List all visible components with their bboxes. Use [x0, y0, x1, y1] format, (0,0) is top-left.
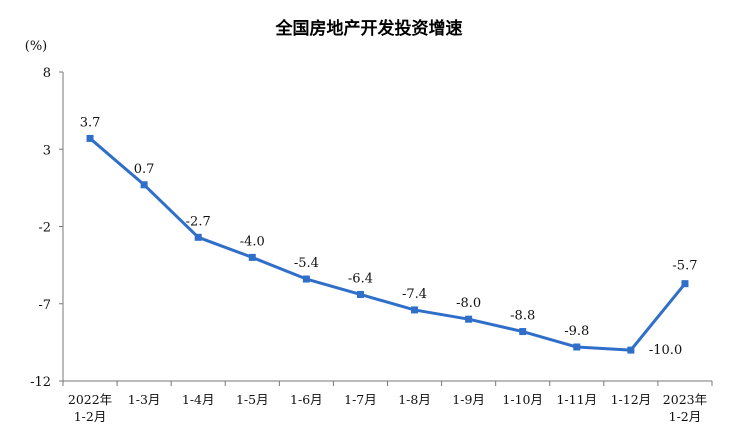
- data-label: -8.0: [456, 296, 481, 311]
- data-point: [627, 346, 635, 354]
- data-label: -9.8: [564, 324, 589, 339]
- data-point: [681, 280, 689, 288]
- chart-title: 全国房地产开发投资增速: [275, 18, 463, 39]
- x-tick-label: 1-6月: [290, 392, 323, 407]
- y-tick-label: 8: [43, 66, 51, 81]
- x-tick-label: 1-10月: [502, 392, 543, 407]
- data-point: [465, 315, 473, 323]
- y-axis-unit-label: (%): [25, 39, 48, 54]
- data-label: -7.4: [402, 287, 427, 302]
- data-label: 0.7: [134, 162, 155, 177]
- data-point: [248, 253, 256, 261]
- y-tick-label: -12: [30, 375, 51, 390]
- data-point: [356, 290, 364, 298]
- data-label: -2.7: [186, 214, 211, 229]
- data-label: -4.0: [240, 234, 265, 249]
- y-tick-label: -7: [38, 298, 51, 313]
- x-tick-label: 1-4月: [182, 392, 215, 407]
- data-label: 3.7: [80, 115, 101, 130]
- x-tick-label: 1-5月: [236, 392, 269, 407]
- data-point: [519, 328, 527, 336]
- x-tick-label: 1-2月: [74, 409, 107, 424]
- y-tick-label: -2: [38, 221, 51, 236]
- data-point: [86, 134, 94, 142]
- x-tick-label: 2022年: [68, 392, 112, 407]
- data-label: -5.7: [672, 259, 697, 274]
- data-point: [573, 343, 581, 351]
- x-tick-label: 1-11月: [556, 392, 597, 407]
- data-labels: 3.7 0.7 -2.7 -4.0 -5.4 -6.4 -7.4 -8.0 -8.8 -9.8 -1…: [80, 115, 698, 358]
- x-tick-label: 2023年: [663, 392, 707, 407]
- data-point: [194, 233, 202, 241]
- x-tick-label: 1-3月: [128, 392, 161, 407]
- data-point: [140, 181, 148, 189]
- x-axis-labels: 2022年 1-2月 1-3月 1-4月 1-5月 1-6月 1-7月 1-8月 1-9月 1-1…: [68, 392, 707, 424]
- x-tick-label: 1-7月: [344, 392, 377, 407]
- x-tick-label: 1-8月: [398, 392, 431, 407]
- series-line: [89, 137, 687, 352]
- data-label: -10.0: [649, 343, 682, 358]
- data-point: [411, 306, 419, 314]
- data-label: -8.8: [510, 309, 535, 324]
- data-point: [302, 275, 310, 283]
- x-tick-label: 1-12月: [611, 392, 652, 407]
- data-label: -5.4: [294, 256, 319, 271]
- x-tick-label: 1-9月: [452, 392, 485, 407]
- axes: [59, 71, 713, 386]
- y-tick-label: 3: [43, 143, 51, 158]
- x-tick-label: 1-2月: [669, 409, 702, 424]
- series-group: [86, 134, 689, 354]
- y-axis-labels: 8 3 -2 -7 -12: [30, 66, 51, 390]
- data-label: -6.4: [348, 271, 373, 286]
